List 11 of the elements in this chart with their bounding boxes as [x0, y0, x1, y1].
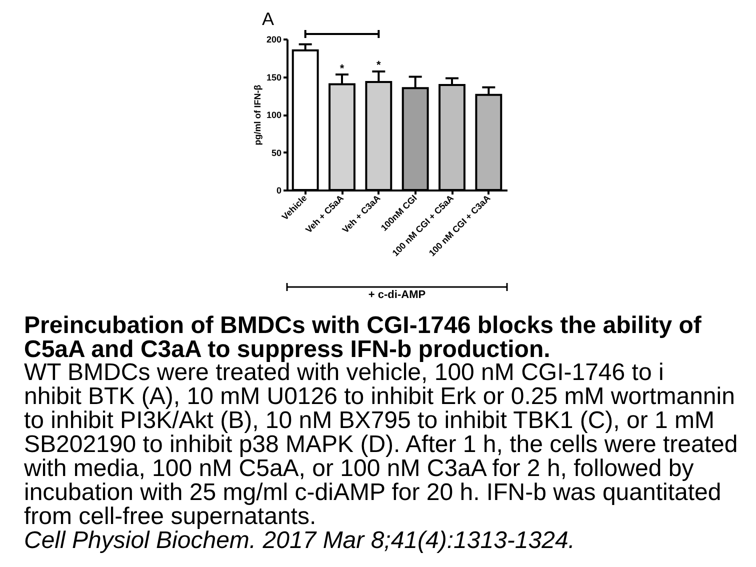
y-axis-title: pg/ml of IFN-β	[252, 84, 262, 146]
annotation: *	[340, 63, 345, 76]
text: Preincubation of BMDCs with CGI-1746 blocks the ability of C5aA and C3aA to suppress IFN-b production.	[24, 312, 702, 363]
y-tick-label: 150	[266, 72, 282, 82]
y-tick-label: 100	[266, 110, 282, 120]
text: A	[262, 9, 274, 29]
text: + c-di-AMP	[368, 289, 426, 301]
y-tick-label: 0	[276, 186, 282, 196]
annotation: *	[376, 59, 382, 72]
y-tick-label: 50	[271, 148, 282, 158]
y-tick-label: 200	[266, 34, 282, 44]
